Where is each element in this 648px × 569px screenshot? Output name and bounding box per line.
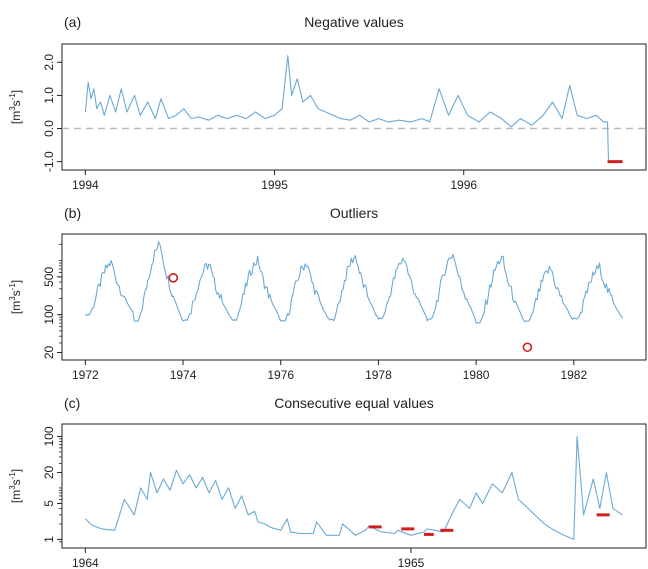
plot-frame <box>61 233 647 361</box>
x-tick-label: 1976 <box>267 368 294 382</box>
x-tick-label: 1982 <box>560 368 587 382</box>
series-line <box>84 55 623 163</box>
x-tick-label: 1994 <box>72 178 99 192</box>
y-tick-label: 1 <box>42 536 56 543</box>
panel-title: Outliers <box>330 205 378 221</box>
y-tick-label: 20 <box>42 345 56 359</box>
y-tick-label: 1.0 <box>42 87 56 104</box>
y-tick-label: 20 <box>42 465 56 479</box>
panel-label: (c) <box>64 395 80 411</box>
panel-negative-values: (a) Negative values -1.0 0.0 1.0 2.0 1994 199… <box>8 14 647 192</box>
series-line <box>85 435 623 540</box>
y-tick-label: 0.0 <box>42 120 56 137</box>
panel-consecutive-equal-values: (c) Consecutive equal values 1 5 20 100 1964… <box>8 395 647 569</box>
series-line <box>84 241 624 324</box>
x-tick-label: 1972 <box>72 368 99 382</box>
x-tick-label: 1980 <box>463 368 490 382</box>
x-tick-label: 1995 <box>261 178 288 192</box>
y-axis-label: [m3s-1] <box>8 280 23 314</box>
flagged-outlier-point <box>168 273 179 283</box>
x-tick-label: 1965 <box>398 556 425 569</box>
x-tick-label: 1978 <box>365 368 392 382</box>
panel-label: (a) <box>64 14 81 30</box>
panel-title: Consecutive equal values <box>274 395 434 411</box>
y-tick-label: 100 <box>42 304 56 324</box>
y-tick-label: 100 <box>42 426 56 446</box>
x-tick-label: 1974 <box>170 368 197 382</box>
y-tick-label: 5 <box>42 500 56 507</box>
plot-frame <box>61 43 647 171</box>
flagged-outlier-point <box>522 342 533 353</box>
panel-label: (b) <box>64 205 81 221</box>
plot-frame <box>61 423 647 549</box>
x-tick-label: 1996 <box>450 178 477 192</box>
y-tick-label: -1.0 <box>42 151 56 172</box>
y-tick-label: 500 <box>42 267 56 287</box>
panel-outliers: (b) Outliers 20 100 500 1972 1974 1976 1978 198… <box>8 205 647 382</box>
y-tick-label: 2.0 <box>42 54 56 71</box>
y-axis-label: [m3s-1] <box>8 469 23 503</box>
x-tick-label: 1964 <box>72 556 99 569</box>
y-axis-label: [m3s-1] <box>8 90 23 124</box>
panel-title: Negative values <box>304 14 404 30</box>
